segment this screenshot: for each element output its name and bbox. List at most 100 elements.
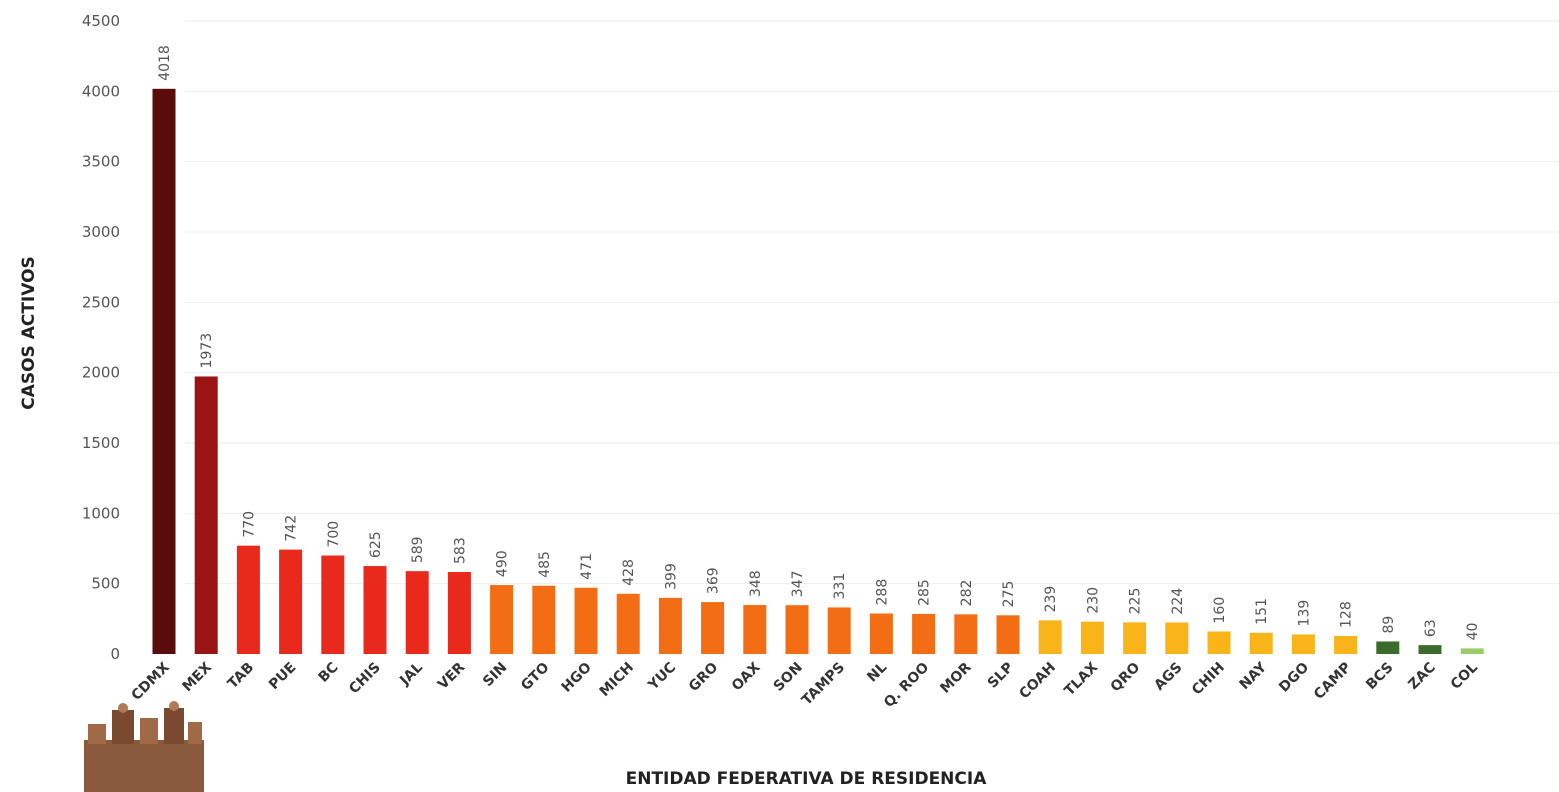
bar-hgo — [574, 587, 598, 654]
y-tick-label: 500 — [91, 575, 120, 593]
data-label: 151 — [1254, 598, 1270, 625]
x-tick-label: SIN — [480, 660, 510, 690]
bar-mich — [616, 593, 640, 654]
logo-icon — [84, 701, 204, 792]
bar-sin — [490, 585, 514, 654]
bar-mex — [194, 376, 218, 654]
bar-cdmx — [152, 88, 176, 654]
data-label: 347 — [790, 570, 806, 597]
bar-slp — [996, 615, 1020, 654]
data-label: 625 — [368, 531, 384, 558]
bar-gto — [532, 585, 556, 654]
y-tick-label: 3000 — [82, 223, 120, 241]
y-tick-label: 4000 — [82, 82, 120, 100]
data-label: 742 — [284, 515, 300, 542]
data-label: 282 — [959, 580, 975, 607]
data-label: 399 — [663, 563, 679, 590]
data-label: 369 — [706, 567, 722, 594]
data-labels: 4018 1973 770 742 700 625 589 583 490 485 471 428 39… — [157, 45, 1481, 640]
x-tick-label: NAY — [1237, 659, 1271, 693]
y-tick-label: 2000 — [82, 364, 120, 382]
data-label: 700 — [326, 521, 342, 548]
data-label: 288 — [874, 579, 890, 606]
y-tick-label: 1000 — [82, 504, 120, 522]
gridlines — [185, 20, 1559, 585]
x-tick-label: MEX — [179, 659, 215, 695]
y-tick-label: 1500 — [82, 434, 120, 452]
x-tick-label: CAMP — [1311, 660, 1354, 703]
data-label: 225 — [1128, 588, 1144, 615]
bar-tamps — [827, 607, 851, 654]
x-tick-label: DGO — [1276, 659, 1312, 695]
x-tick-label: COL — [1448, 659, 1481, 692]
data-label: 4018 — [157, 45, 173, 81]
x-tick-label: COAH — [1016, 660, 1059, 703]
bar-col — [1460, 648, 1484, 654]
x-tick-label: GTO — [518, 659, 553, 694]
x-tick-label: SLP — [985, 660, 1017, 692]
x-tick-label: YUC — [645, 660, 679, 694]
y-axis-title: CASOS ACTIVOS — [19, 256, 39, 410]
data-label: 428 — [621, 559, 637, 586]
bar-bcs — [1376, 641, 1400, 654]
x-tick-label: BC — [315, 660, 341, 686]
x-tick-label: SON — [771, 660, 806, 695]
x-tick-label: NL — [864, 659, 890, 685]
bar-ver — [447, 571, 471, 654]
bar-tlax — [1080, 621, 1104, 654]
data-label: 63 — [1423, 619, 1439, 637]
bar-zac — [1418, 645, 1442, 654]
data-label: 348 — [748, 570, 764, 597]
bar-chih — [1207, 631, 1231, 654]
y-tick-label: 4500 — [82, 12, 120, 30]
y-axis-ticks: 0 500 1000 1500 2000 2500 3000 3500 4000 4500 — [82, 12, 120, 663]
y-tick-label: 2500 — [82, 293, 120, 311]
x-tick-label: OAX — [729, 659, 764, 694]
bar-bc — [321, 555, 345, 654]
data-label: 770 — [241, 511, 257, 538]
x-tick-label: CHIH — [1189, 660, 1228, 699]
bar-nl — [869, 613, 893, 654]
data-label: 471 — [579, 553, 595, 580]
bar-gro — [701, 602, 725, 654]
x-tick-label: GRO — [686, 659, 722, 695]
data-label: 589 — [410, 536, 426, 563]
data-label: 285 — [917, 579, 933, 606]
data-label: 239 — [1043, 586, 1059, 613]
x-axis-title: ENTIDAD FEDERATIVA DE RESIDENCIA — [626, 769, 988, 789]
x-tick-label: HGO — [559, 659, 595, 695]
bar-nay — [1249, 632, 1273, 654]
bar-qro — [1123, 622, 1147, 654]
y-tick-label: 0 — [110, 645, 120, 663]
bar-mor — [954, 614, 978, 654]
x-tick-label: TLAX — [1062, 659, 1102, 699]
bars — [152, 88, 1484, 654]
bar-son — [785, 605, 809, 654]
x-tick-label: MOR — [937, 659, 974, 696]
data-label: 331 — [832, 573, 848, 600]
bar-camp — [1334, 635, 1358, 654]
x-tick-label: VER — [435, 659, 469, 693]
x-axis-ticks: CDMX MEX TAB PUE BC CHIS JAL VER SIN GTO HGO MICH YU… — [129, 659, 1482, 711]
data-label: 89 — [1381, 616, 1397, 634]
data-label: 583 — [452, 537, 468, 564]
bar-jal — [405, 571, 429, 654]
data-label: 485 — [537, 551, 553, 578]
x-tick-label: Q. ROO — [881, 659, 932, 710]
x-tick-label: ZAC — [1405, 660, 1438, 693]
x-tick-label: TAMPS — [799, 660, 848, 709]
y-tick-label: 3500 — [82, 153, 120, 171]
x-tick-label: TAB — [225, 660, 258, 693]
data-label: 490 — [495, 550, 511, 577]
data-label: 40 — [1465, 623, 1481, 641]
data-label: 139 — [1296, 600, 1312, 627]
bar-q-roo — [912, 613, 936, 654]
bar-chis — [363, 566, 387, 654]
bar-yuc — [658, 597, 682, 654]
data-label: 1973 — [199, 333, 215, 369]
x-tick-label: AGS — [1151, 660, 1185, 694]
bar-oax — [743, 605, 767, 654]
bar-tab — [236, 545, 260, 654]
